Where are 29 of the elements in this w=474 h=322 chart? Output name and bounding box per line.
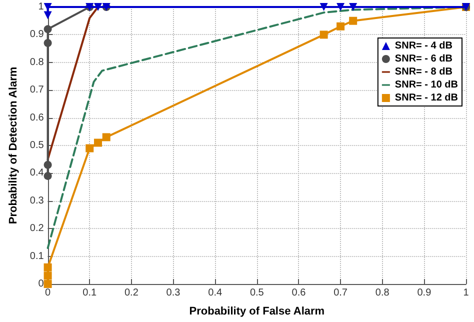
legend-label: SNR= - 12 dB <box>394 92 458 104</box>
legend-label: SNR= - 8 dB <box>394 66 452 78</box>
legend-label: SNR= - 10 dB <box>394 80 458 90</box>
x-tick-label: 0 <box>45 288 52 298</box>
x-tick-label: 0.5 <box>250 288 264 298</box>
y-axis-title: Probability of Detection Alarm <box>8 66 20 224</box>
legend-label: SNR= - 6 dB <box>394 54 452 64</box>
x-tick-label: 0.3 <box>166 288 181 298</box>
x-tick-label: 0.8 <box>375 288 390 298</box>
x-tick-label: 0.4 <box>208 288 222 298</box>
x-tick-label: 0.9 <box>417 288 432 298</box>
y-tick-label: 0.1 <box>30 250 44 262</box>
x-tick-label: 0.1 <box>82 288 98 298</box>
y-tick-label: 0 <box>38 278 44 290</box>
y-tick-label: 1 <box>38 2 44 12</box>
x-tick-label: 0.7 <box>334 288 348 298</box>
y-tick-label: 0.4 <box>30 168 44 179</box>
y-tick-label: 0.9 <box>30 29 44 40</box>
x-tick-label: 0.2 <box>124 288 139 298</box>
x-axis-title: Probability of False Alarm <box>189 306 325 318</box>
y-tick-label: 0.5 <box>30 140 44 151</box>
x-tick-label: 0.6 <box>292 288 306 298</box>
y-tick-label: 0.2 <box>30 223 44 234</box>
y-tick-label: 0.6 <box>30 112 44 124</box>
y-tick-label: 0.7 <box>30 84 44 96</box>
legend-label: SNR= - 4 dB <box>394 40 452 52</box>
y-tick-label: 0.3 <box>30 195 44 206</box>
y-tick-label: 0.8 <box>30 56 44 68</box>
x-tick-label: 1 <box>463 288 470 298</box>
